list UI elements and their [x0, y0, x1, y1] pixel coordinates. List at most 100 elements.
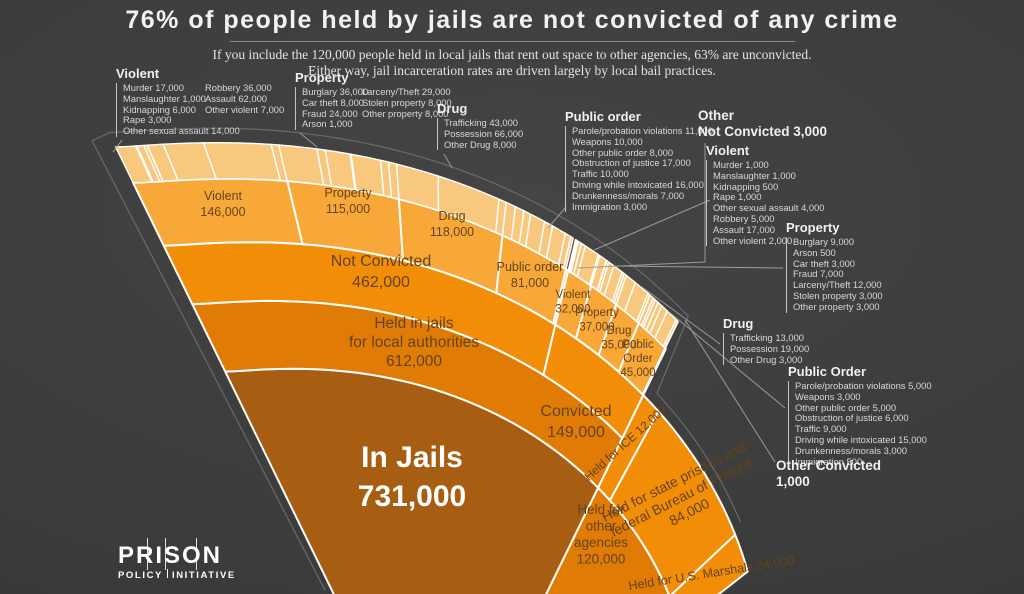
arc-label-c_property: Property 37,000	[575, 307, 619, 334]
annotation-item: Arson 1,000	[302, 118, 353, 130]
annotation-item: Trafficking 13,000	[730, 332, 805, 343]
annotation-title: Drug	[723, 316, 754, 331]
annotation-block-nc_other: Other Not Convicted 3,000	[698, 108, 827, 140]
annotation-item: Other sexual assault 14,000	[123, 125, 240, 137]
arc-label-agencies: Held for other agencies 120,000	[574, 502, 628, 567]
arc-label-nc_property: Property 115,000	[324, 186, 372, 216]
arc-label-local: Held in jails for local authorities 612,00…	[349, 315, 479, 370]
annotation-list: Murder 1,000 Manslaughter 1,000 Kidnapping…	[706, 159, 825, 247]
annotation-item: Car theft 8,000	[302, 96, 365, 108]
annotation-item: Driving while intoxicated 15,000	[795, 433, 927, 445]
header: 76% of people held by jails are not conv…	[0, 6, 1024, 79]
logo-word-policy: POLICY	[118, 570, 163, 581]
annotation-item: Burglary 36,000	[302, 86, 369, 97]
annotation-item: Weapons 10,000	[572, 135, 643, 147]
annotation-item: Other Drug 8,000	[444, 138, 517, 150]
annotation-title: Property	[295, 70, 349, 85]
leader-line-3	[547, 206, 567, 229]
annotation-item: Obstruction of justice 17,000	[572, 157, 691, 169]
annotation-item: Robbery 5,000	[713, 212, 775, 224]
leader-line-5	[593, 199, 711, 251]
logo-wordmark: PRISON	[118, 538, 236, 570]
arc-label-nc_public_order: Public order 81,000	[497, 260, 564, 290]
annotation-list: Burglary 36,000 Car theft 8,000 Fraud 24,0…	[295, 86, 452, 131]
annotation-item: Trafficking 43,000	[444, 117, 519, 128]
annotation-item: Parole/probation violations 5,000	[795, 380, 932, 391]
annotation-item: Fraud 24,000	[302, 107, 358, 119]
subtitle-line-2: Either way, jail incarceration rates are…	[308, 63, 716, 78]
segment-state	[608, 410, 737, 594]
annotation-list: Murder 17,000 Manslaughter 1,000 Kidnappin…	[116, 82, 284, 137]
leader-line-2	[443, 153, 453, 169]
annotation-title: Property	[786, 220, 840, 235]
annotation-item: Other public order 5,000	[795, 401, 897, 413]
annotation-item: Obstruction of justice 6,000	[795, 412, 909, 424]
annotation-item: Assault 17,000	[713, 223, 776, 235]
annotation-item: Kidnapping 6,000	[123, 103, 196, 115]
fan-outline	[91, 127, 741, 523]
annotation-item: Other violent 2,000	[713, 234, 793, 246]
leader-line-7	[641, 286, 721, 345]
arc-label-not_convicted: Not Convicted 462,000	[331, 253, 432, 291]
annotation-item: Possession 66,000	[444, 127, 524, 139]
annotation-item: Fraud 7,000	[793, 268, 844, 280]
annotation-item: Manslaughter 1,000	[123, 92, 206, 104]
leader-line-8	[667, 310, 786, 409]
annotation-list: Burglary 9,000 Arson 500 Car theft 3,000 Fr…	[786, 236, 883, 313]
annotation-item: Drunkenness/morals 7,000	[572, 189, 685, 201]
annotation-item: Driving while intoxicated 16,000	[572, 178, 704, 190]
annotation-title: Other Not Convicted 3,000	[698, 108, 828, 139]
annotation-item: Larceny/Theft 29,000	[362, 86, 451, 97]
annotation-item: Car theft 3,000	[793, 257, 856, 269]
arc-label-c_public_order: Public Order 45,000	[620, 339, 655, 379]
annotation-item: Other violent 7,000	[205, 103, 285, 115]
annotation-item: Stolen property 8,000	[362, 96, 452, 108]
logo-bar-icon	[196, 538, 197, 570]
annotation-item: Traffic 9,000	[795, 423, 847, 435]
annotation-block-c_property: Property Burglary 9,000 Arson 500 Car theft…	[786, 220, 883, 313]
logo-prison-policy-initiative: PRISON POLICY INITIATIVE	[118, 538, 236, 581]
annotation-list: Trafficking 13,000 Possession 19,000 Other…	[723, 332, 809, 366]
arc-label-nc_drug: Drug 118,000	[430, 209, 474, 239]
annotation-item: Murder 17,000	[123, 82, 184, 93]
annotation-item: Rape 1,000	[713, 191, 762, 203]
leader-line-1	[299, 132, 318, 148]
fan-outline-left-edge	[91, 140, 326, 591]
annotation-block-nc_drug: Drug Trafficking 43,000 Possession 66,000 O…	[437, 101, 524, 151]
annotation-item: Weapons 3,000	[795, 390, 861, 402]
annotation-block-c_violent: Violent Murder 1,000 Manslaughter 1,000 Kid…	[706, 143, 825, 247]
annotation-item: Other property 3,000	[793, 300, 880, 312]
annotation-title: Public Order	[788, 364, 867, 379]
logo-word-initiative: INITIATIVE	[171, 570, 236, 581]
annotation-block-c_drug: Drug Trafficking 13,000 Possession 19,000 O…	[723, 316, 809, 366]
logo-word-prison: PRISON	[118, 542, 223, 569]
annotation-item: Murder 1,000	[713, 159, 769, 170]
annotation-item: Traffic 10,000	[572, 168, 629, 180]
annotation-block-nc_violent: Violent Murder 17,000 Manslaughter 1,000 Ki…	[116, 66, 284, 137]
annotation-item: Rape 3,000	[123, 114, 172, 126]
arc-label-convicted: Convicted 149,000	[540, 403, 611, 441]
annotation-item: Larceny/Theft 12,000	[793, 279, 882, 291]
annotation-item: Immigration 500	[795, 455, 863, 467]
annotation-item: Burglary 9,000	[793, 236, 854, 247]
segment-marshals	[670, 533, 749, 594]
logo-bar-icon	[147, 538, 148, 570]
annotation-item: Drunkenness/morals 3,000	[795, 444, 908, 456]
leader-line-6	[617, 265, 784, 269]
annotation-title: Other Convicted 1,000	[776, 458, 882, 489]
leader-line-0	[112, 139, 123, 153]
annotation-title: Public order	[565, 109, 641, 124]
annotation-item: Immigration 3,000	[572, 200, 648, 212]
title-underline	[229, 41, 795, 42]
arc-label-root: In Jails 731,000	[358, 441, 466, 513]
annotation-list: Parole/probation violations 11,000 Weapon…	[565, 125, 713, 213]
annotation-block-nc_property: Property Burglary 36,000 Car theft 8,000 Fr…	[295, 70, 452, 131]
annotation-block-c_public_order: Public Order Parole/probation violations …	[788, 364, 932, 468]
subtitle-line-1: If you include the 120,000 people held i…	[212, 47, 812, 62]
arc-label-nc_violent: Violent 146,000	[200, 189, 245, 219]
annotation-item: Other Drug 3,000	[730, 353, 803, 365]
leader-line-9	[684, 319, 776, 463]
annotation-item: Arson 500	[793, 246, 836, 258]
segment-offense-nc_violent-6	[202, 142, 281, 182]
